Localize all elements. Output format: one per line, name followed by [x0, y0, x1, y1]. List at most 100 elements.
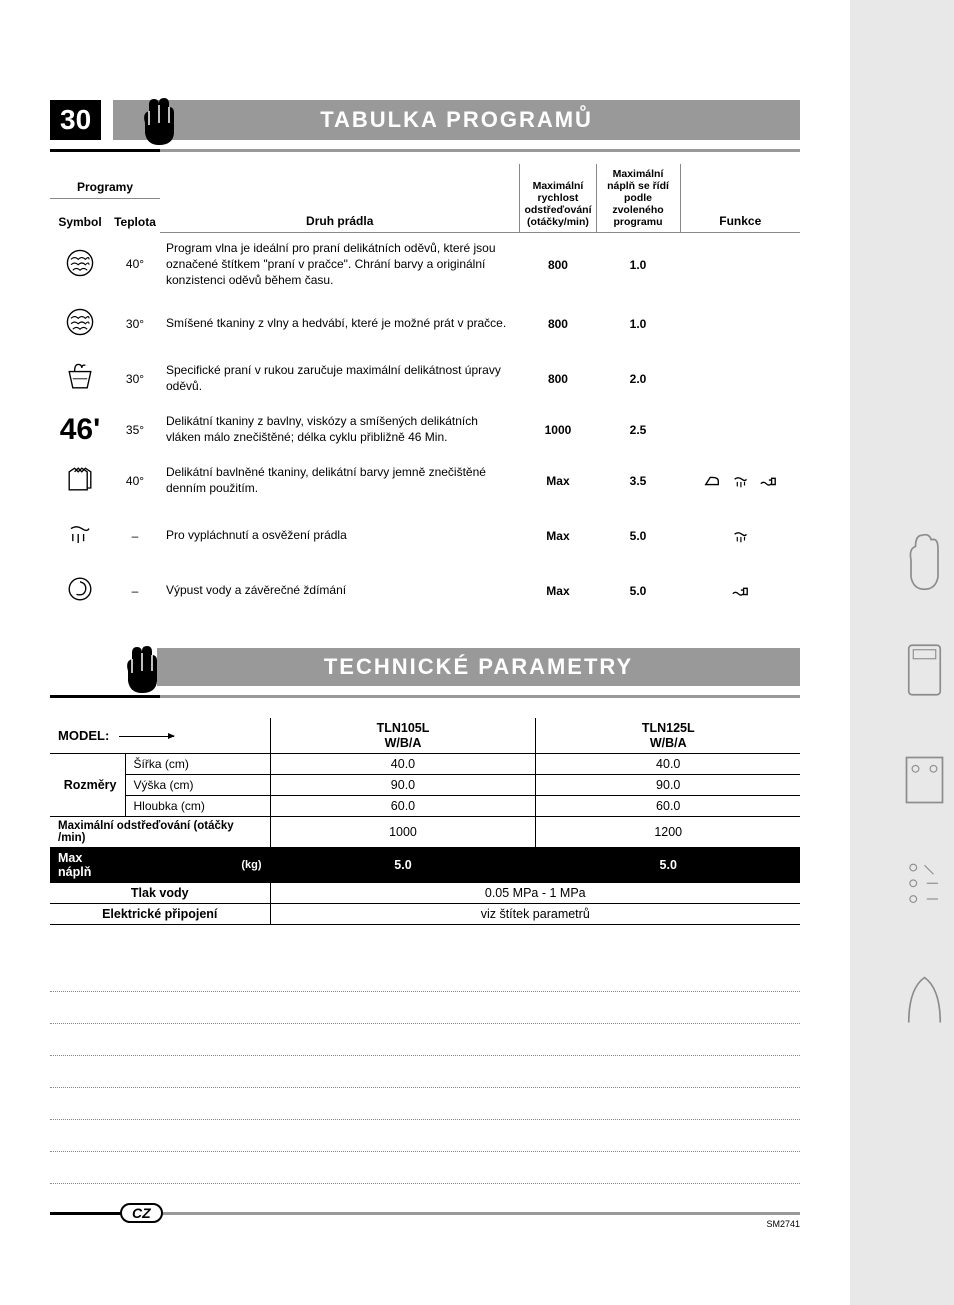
- spin-label: Maximální odstřeďování (otáčky /min): [50, 817, 270, 848]
- elec-label: Elektrické připojení: [50, 904, 270, 925]
- dim-sub-0: Šířka (cm): [125, 754, 270, 775]
- th-symbol: Symbol: [50, 198, 110, 232]
- section2-title-text: TECHNICKÉ PARAMETRY: [324, 654, 633, 680]
- dim-sub-1: Výška (cm): [125, 775, 270, 796]
- tech-params-table: MODEL: TLN105LW/B/A TLN125LW/B/A Rozměry…: [50, 718, 800, 925]
- dim-0-1: 40.0: [536, 754, 800, 775]
- side-illustrations: [894, 520, 954, 1040]
- table-row: 30°Smíšené tkaniny z vlny a hedvábí, kte…: [50, 296, 800, 351]
- table-row: 46'35°Delikátní tkaniny z bavlny, viskóz…: [50, 406, 800, 453]
- func-cell: [680, 351, 800, 406]
- hand-icon: [135, 95, 180, 150]
- section1-header: 30 TABULKA PROGRAMŮ: [50, 100, 800, 140]
- arrow-right-icon: [119, 736, 174, 737]
- section2-header: TECHNICKÉ PARAMETRY: [50, 648, 800, 686]
- spin-cell: Max: [520, 453, 596, 508]
- table-row: 40°Delikátní bavlněné tkaniny, delikátní…: [50, 453, 800, 508]
- dim-1-1: 90.0: [536, 775, 800, 796]
- dim-0-0: 40.0: [270, 754, 536, 775]
- note-lines: [50, 960, 800, 1184]
- side-illo-hand: [899, 520, 949, 600]
- temp-cell: 40°: [110, 453, 160, 508]
- pressure-v: 0.05 MPa - 1 MPa: [270, 883, 800, 904]
- load-cell: 2.5: [596, 406, 680, 453]
- model-0: TLN105LW/B/A: [270, 718, 536, 753]
- table-row: –Pro vypláchnutí a osvěžení prádlaMax5.0: [50, 508, 800, 563]
- dim-2-0: 60.0: [270, 796, 536, 817]
- elec-v: viz štítek parametrů: [270, 904, 800, 925]
- th-func: Funkce: [680, 164, 800, 233]
- model-label: MODEL:: [58, 728, 109, 743]
- doc-code: SM2741: [766, 1219, 800, 1229]
- temp-cell: –: [110, 508, 160, 563]
- spin-1: 1200: [536, 817, 800, 848]
- func-cell: [680, 233, 800, 296]
- dim-2-1: 60.0: [536, 796, 800, 817]
- temp-cell: 30°: [110, 351, 160, 406]
- spin-cell: Max: [520, 563, 596, 618]
- section1-title: TABULKA PROGRAMŮ: [113, 100, 800, 140]
- load-cell: 1.0: [596, 233, 680, 296]
- pressure-label: Tlak vody: [50, 883, 270, 904]
- func-cell: [680, 563, 800, 618]
- symbol-cell: [50, 453, 110, 508]
- desc-cell: Program vlna je ideální pro praní deliká…: [160, 233, 520, 296]
- dims-label: Rozměry: [50, 754, 125, 817]
- load-cell: 5.0: [596, 563, 680, 618]
- maxload-unit: (kg): [125, 848, 270, 883]
- desc-cell: Specifické praní v rukou zaručuje maximá…: [160, 351, 520, 406]
- section1-title-text: TABULKA PROGRAMŮ: [320, 107, 593, 133]
- load-cell: 5.0: [596, 508, 680, 563]
- temp-cell: –: [110, 563, 160, 618]
- spin-0: 1000: [270, 817, 536, 848]
- section2-title: TECHNICKÉ PARAMETRY: [157, 648, 800, 686]
- func-cell: [680, 508, 800, 563]
- load-cell: 3.5: [596, 453, 680, 508]
- spin-cell: 1000: [520, 406, 596, 453]
- side-illo-machine: [899, 630, 949, 710]
- temp-cell: 35°: [110, 406, 160, 453]
- th-temp: Teplota: [110, 198, 160, 232]
- th-fabric: Druh prádla: [160, 164, 520, 233]
- dim-1-0: 90.0: [270, 775, 536, 796]
- symbol-cell: [50, 351, 110, 406]
- table-row: 40°Program vlna je ideální pro praní del…: [50, 233, 800, 296]
- page-number-box: 30: [50, 100, 101, 140]
- side-illo-icons: [899, 850, 949, 930]
- func-cell: [680, 453, 800, 508]
- spin-cell: 800: [520, 296, 596, 351]
- programs-table: Programy Druh prádla Maximální rychlost …: [50, 164, 800, 618]
- th-spin: Maximální rychlost odstřeďování (otáčky/…: [520, 164, 596, 233]
- load-cell: 1.0: [596, 296, 680, 351]
- model-1: TLN125LW/B/A: [536, 718, 800, 753]
- lang-badge: CZ: [120, 1203, 163, 1223]
- func-cell: [680, 296, 800, 351]
- side-illo-door: [899, 960, 949, 1040]
- model-label-cell: MODEL:: [50, 718, 270, 753]
- hand-icon: [118, 643, 163, 698]
- temp-cell: 40°: [110, 233, 160, 296]
- dotted-line: [50, 1152, 800, 1184]
- symbol-cell: [50, 233, 110, 296]
- desc-cell: Pro vypláchnutí a osvěžení prádla: [160, 508, 520, 563]
- table-row: –Výpust vody a závěrečné ždímáníMax5.0: [50, 563, 800, 618]
- dotted-line: [50, 1056, 800, 1088]
- symbol-cell: [50, 296, 110, 351]
- side-illo-panel: [899, 740, 949, 820]
- dotted-line: [50, 992, 800, 1024]
- desc-cell: Delikátní tkaniny z bavlny, viskózy a sm…: [160, 406, 520, 453]
- temp-cell: 30°: [110, 296, 160, 351]
- spin-cell: Max: [520, 508, 596, 563]
- desc-cell: Delikátní bavlněné tkaniny, delikátní ba…: [160, 453, 520, 508]
- load-cell: 2.0: [596, 351, 680, 406]
- maxload-1: 5.0: [536, 848, 800, 883]
- spin-cell: 800: [520, 351, 596, 406]
- th-programs: Programy: [50, 164, 160, 198]
- dotted-line: [50, 1024, 800, 1056]
- spin-cell: 800: [520, 233, 596, 296]
- desc-cell: Výpust vody a závěrečné ždímání: [160, 563, 520, 618]
- symbol-cell: [50, 563, 110, 618]
- maxload-0: 5.0: [270, 848, 536, 883]
- func-cell: [680, 406, 800, 453]
- dotted-line: [50, 960, 800, 992]
